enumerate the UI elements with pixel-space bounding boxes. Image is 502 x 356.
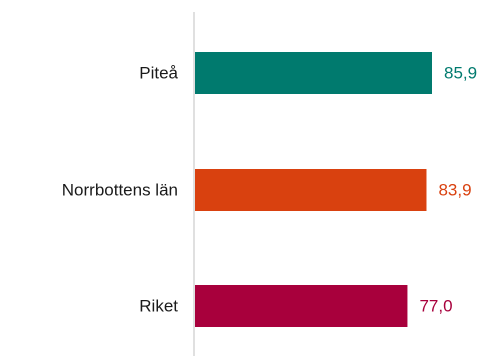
bar-2 [195, 285, 408, 327]
value-label: 77,0 [419, 297, 452, 316]
category-label: Riket [139, 297, 178, 316]
bar-1 [195, 169, 427, 211]
category-label: Norrbottens län [62, 181, 178, 200]
value-label: 83,9 [438, 181, 471, 200]
bar-0 [195, 52, 432, 94]
category-label: Piteå [139, 64, 178, 83]
value-label: 85,9 [444, 64, 477, 83]
